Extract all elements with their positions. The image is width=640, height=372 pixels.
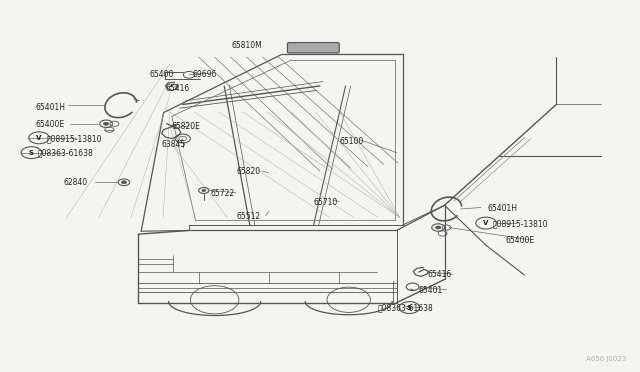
Text: 65710: 65710 [314,198,338,207]
Text: Ⓠ08915-13810: Ⓠ08915-13810 [47,134,102,143]
Text: 65401: 65401 [419,286,444,295]
Text: 65722: 65722 [210,189,234,198]
Text: 65820: 65820 [237,167,261,176]
Text: 65100: 65100 [339,137,364,146]
Text: 69696: 69696 [192,70,217,78]
Text: 63845: 63845 [162,140,186,149]
Text: 65416: 65416 [428,270,452,279]
Text: 65810M: 65810M [232,41,262,50]
Text: 65400E: 65400E [35,121,64,129]
Text: Ⓢ08363-61638: Ⓢ08363-61638 [38,148,93,157]
Text: 65400E: 65400E [505,236,534,246]
Text: 65820E: 65820E [172,122,201,131]
Text: S: S [29,150,34,155]
Text: Ⓠ08915-13810: Ⓠ08915-13810 [492,219,548,228]
Circle shape [122,181,127,184]
Circle shape [202,189,205,192]
Text: 62840: 62840 [63,178,88,187]
Text: 65512: 65512 [237,212,261,221]
Text: V: V [36,135,42,141]
Text: Ⓢ08363-61638: Ⓢ08363-61638 [378,303,433,312]
Text: V: V [483,220,489,226]
Text: 65416: 65416 [166,84,189,93]
Text: 65401H: 65401H [487,204,517,213]
FancyBboxPatch shape [287,42,339,53]
Text: 65401H: 65401H [35,103,65,112]
Circle shape [104,122,109,125]
Text: A650 J0023: A650 J0023 [586,356,627,362]
Text: 65400: 65400 [150,70,174,78]
Text: S: S [407,305,412,311]
Circle shape [436,226,441,229]
